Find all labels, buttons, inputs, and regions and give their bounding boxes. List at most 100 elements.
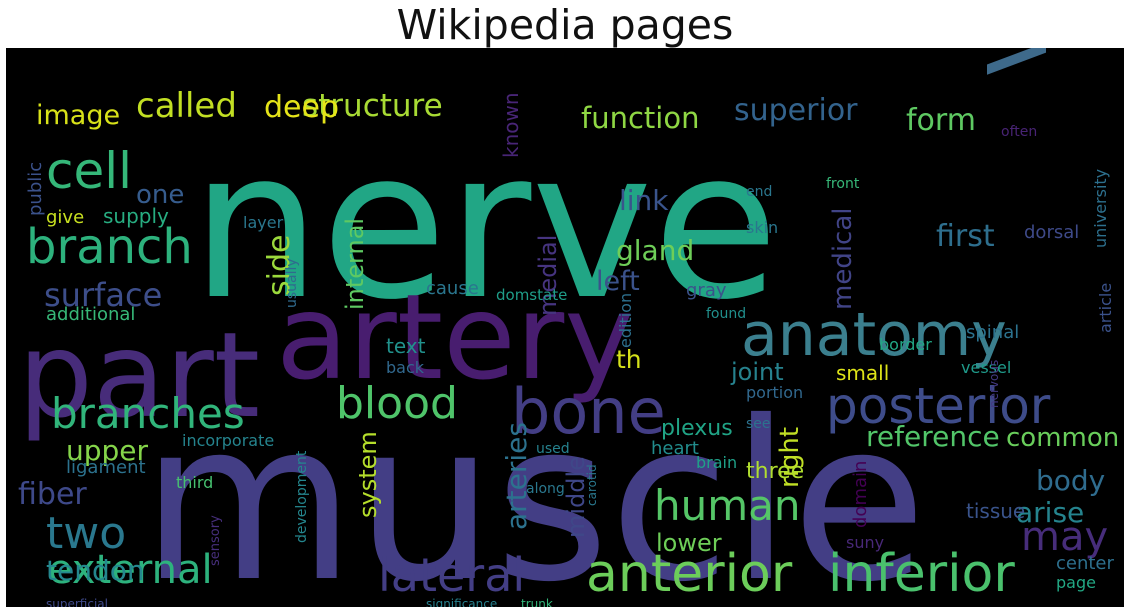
word-system: system (354, 431, 382, 518)
word-back: back (386, 358, 425, 377)
word-trunk: trunk (521, 597, 553, 607)
word-first: first (936, 219, 995, 254)
word-joint: joint (730, 358, 784, 386)
word-supply: supply (103, 204, 169, 228)
word-plexus: plexus (661, 416, 733, 441)
word-function: function (581, 101, 699, 135)
word-branches: branches (51, 389, 245, 438)
word-dorsal: dorsal (1024, 222, 1079, 243)
word-tissue: tissue (966, 499, 1025, 523)
word-structure: structure (302, 88, 443, 124)
word-gland: gland (616, 234, 694, 267)
word-nervous: nervous (987, 360, 1001, 408)
word-along: along (526, 481, 565, 497)
word-form: form (906, 103, 976, 138)
word-lower: lower (656, 529, 722, 557)
word-known: known (499, 92, 523, 158)
word-article: article (1096, 283, 1115, 333)
word-heart: heart (651, 438, 699, 459)
word-bone: bone (511, 375, 666, 448)
word-artery: artery (276, 268, 634, 406)
word-domstate: domstate (496, 286, 567, 304)
word-two: two (46, 508, 126, 559)
word-lateral: lateral (378, 548, 525, 602)
word-often: often (1001, 124, 1037, 140)
word-public: public (25, 162, 46, 216)
word-posterior: posterior (826, 377, 1051, 435)
word-suny: suny (846, 533, 884, 552)
word-may: may (1021, 514, 1108, 560)
word-link: link (619, 184, 669, 217)
word-tendon: tendon (46, 554, 145, 587)
word-body: body (1036, 464, 1105, 497)
word-one: one (136, 180, 184, 210)
word-medical: medical (828, 207, 858, 310)
word-skin: skin (746, 218, 778, 237)
word-found: found (706, 306, 746, 322)
word-side: side (262, 235, 297, 296)
word-vessel: vessel (961, 358, 1011, 377)
word-page: page (1056, 573, 1096, 592)
word-left: left (596, 266, 640, 297)
word-cause: cause (426, 278, 479, 299)
word-arise: arise (1016, 496, 1084, 529)
word-small: small (836, 361, 889, 385)
word-fiber: fiber (18, 477, 87, 512)
word-right: right (775, 427, 805, 488)
word-image: image (36, 100, 120, 131)
word-middle: middle (562, 456, 590, 538)
word-anatomy: anatomy (741, 300, 1007, 370)
word-front: front (826, 176, 860, 192)
word-called: called (136, 86, 237, 126)
word-incorporate: incorporate (182, 431, 274, 450)
word-reference: reference (866, 420, 1000, 453)
word-spinal: spinal (966, 322, 1019, 343)
word-end: end (746, 184, 772, 200)
word-text: text (386, 334, 426, 358)
word-see: see (746, 416, 771, 432)
word-carotid: carotid (585, 464, 599, 506)
word-development: development (294, 450, 310, 543)
word-sensory: sensory (208, 515, 223, 566)
page-title: Wikipedia pages (396, 1, 734, 49)
word-portion: portion (746, 383, 803, 402)
word-medial: medial (534, 235, 562, 316)
word-layer: layer (243, 213, 284, 232)
word-external: external (48, 547, 213, 593)
word-th: th (616, 345, 642, 374)
word-superior: superior (734, 93, 858, 128)
word-common: common (1006, 423, 1119, 453)
word-human: human (654, 481, 801, 530)
word-branch: branch (26, 219, 193, 275)
word-center: center (1056, 553, 1115, 574)
word-upper: upper (66, 434, 149, 467)
word-used: used (536, 441, 570, 457)
word-gray: gray (686, 280, 727, 301)
word-third: third (176, 473, 213, 492)
word-inferior: inferior (828, 544, 1015, 604)
word-border: border (879, 335, 932, 354)
word-anterior: anterior (586, 544, 793, 604)
word-edition: edition (616, 293, 635, 348)
word-significance: significance (426, 597, 497, 607)
word-arteries: arteries (500, 422, 533, 530)
word-part: part (18, 306, 260, 444)
word-additional: additional (46, 304, 135, 325)
word-nerve: nerve (191, 107, 779, 345)
word-superficial: superficial (46, 597, 108, 607)
word-university: university (1091, 169, 1110, 248)
word-blood: blood (336, 378, 458, 429)
word-three: three (746, 459, 804, 484)
word-cell: cell (46, 142, 132, 200)
word-ligament: ligament (66, 457, 146, 478)
word-surface: surface (44, 276, 162, 314)
word-domain: domain (850, 461, 871, 528)
word-brain: brain (696, 453, 737, 472)
word-usually: usually (284, 258, 300, 308)
word-muscle: muscle (141, 374, 927, 607)
word-give: give (46, 207, 84, 228)
word-deep: deep (264, 90, 339, 125)
word-internal: internal (341, 218, 369, 310)
